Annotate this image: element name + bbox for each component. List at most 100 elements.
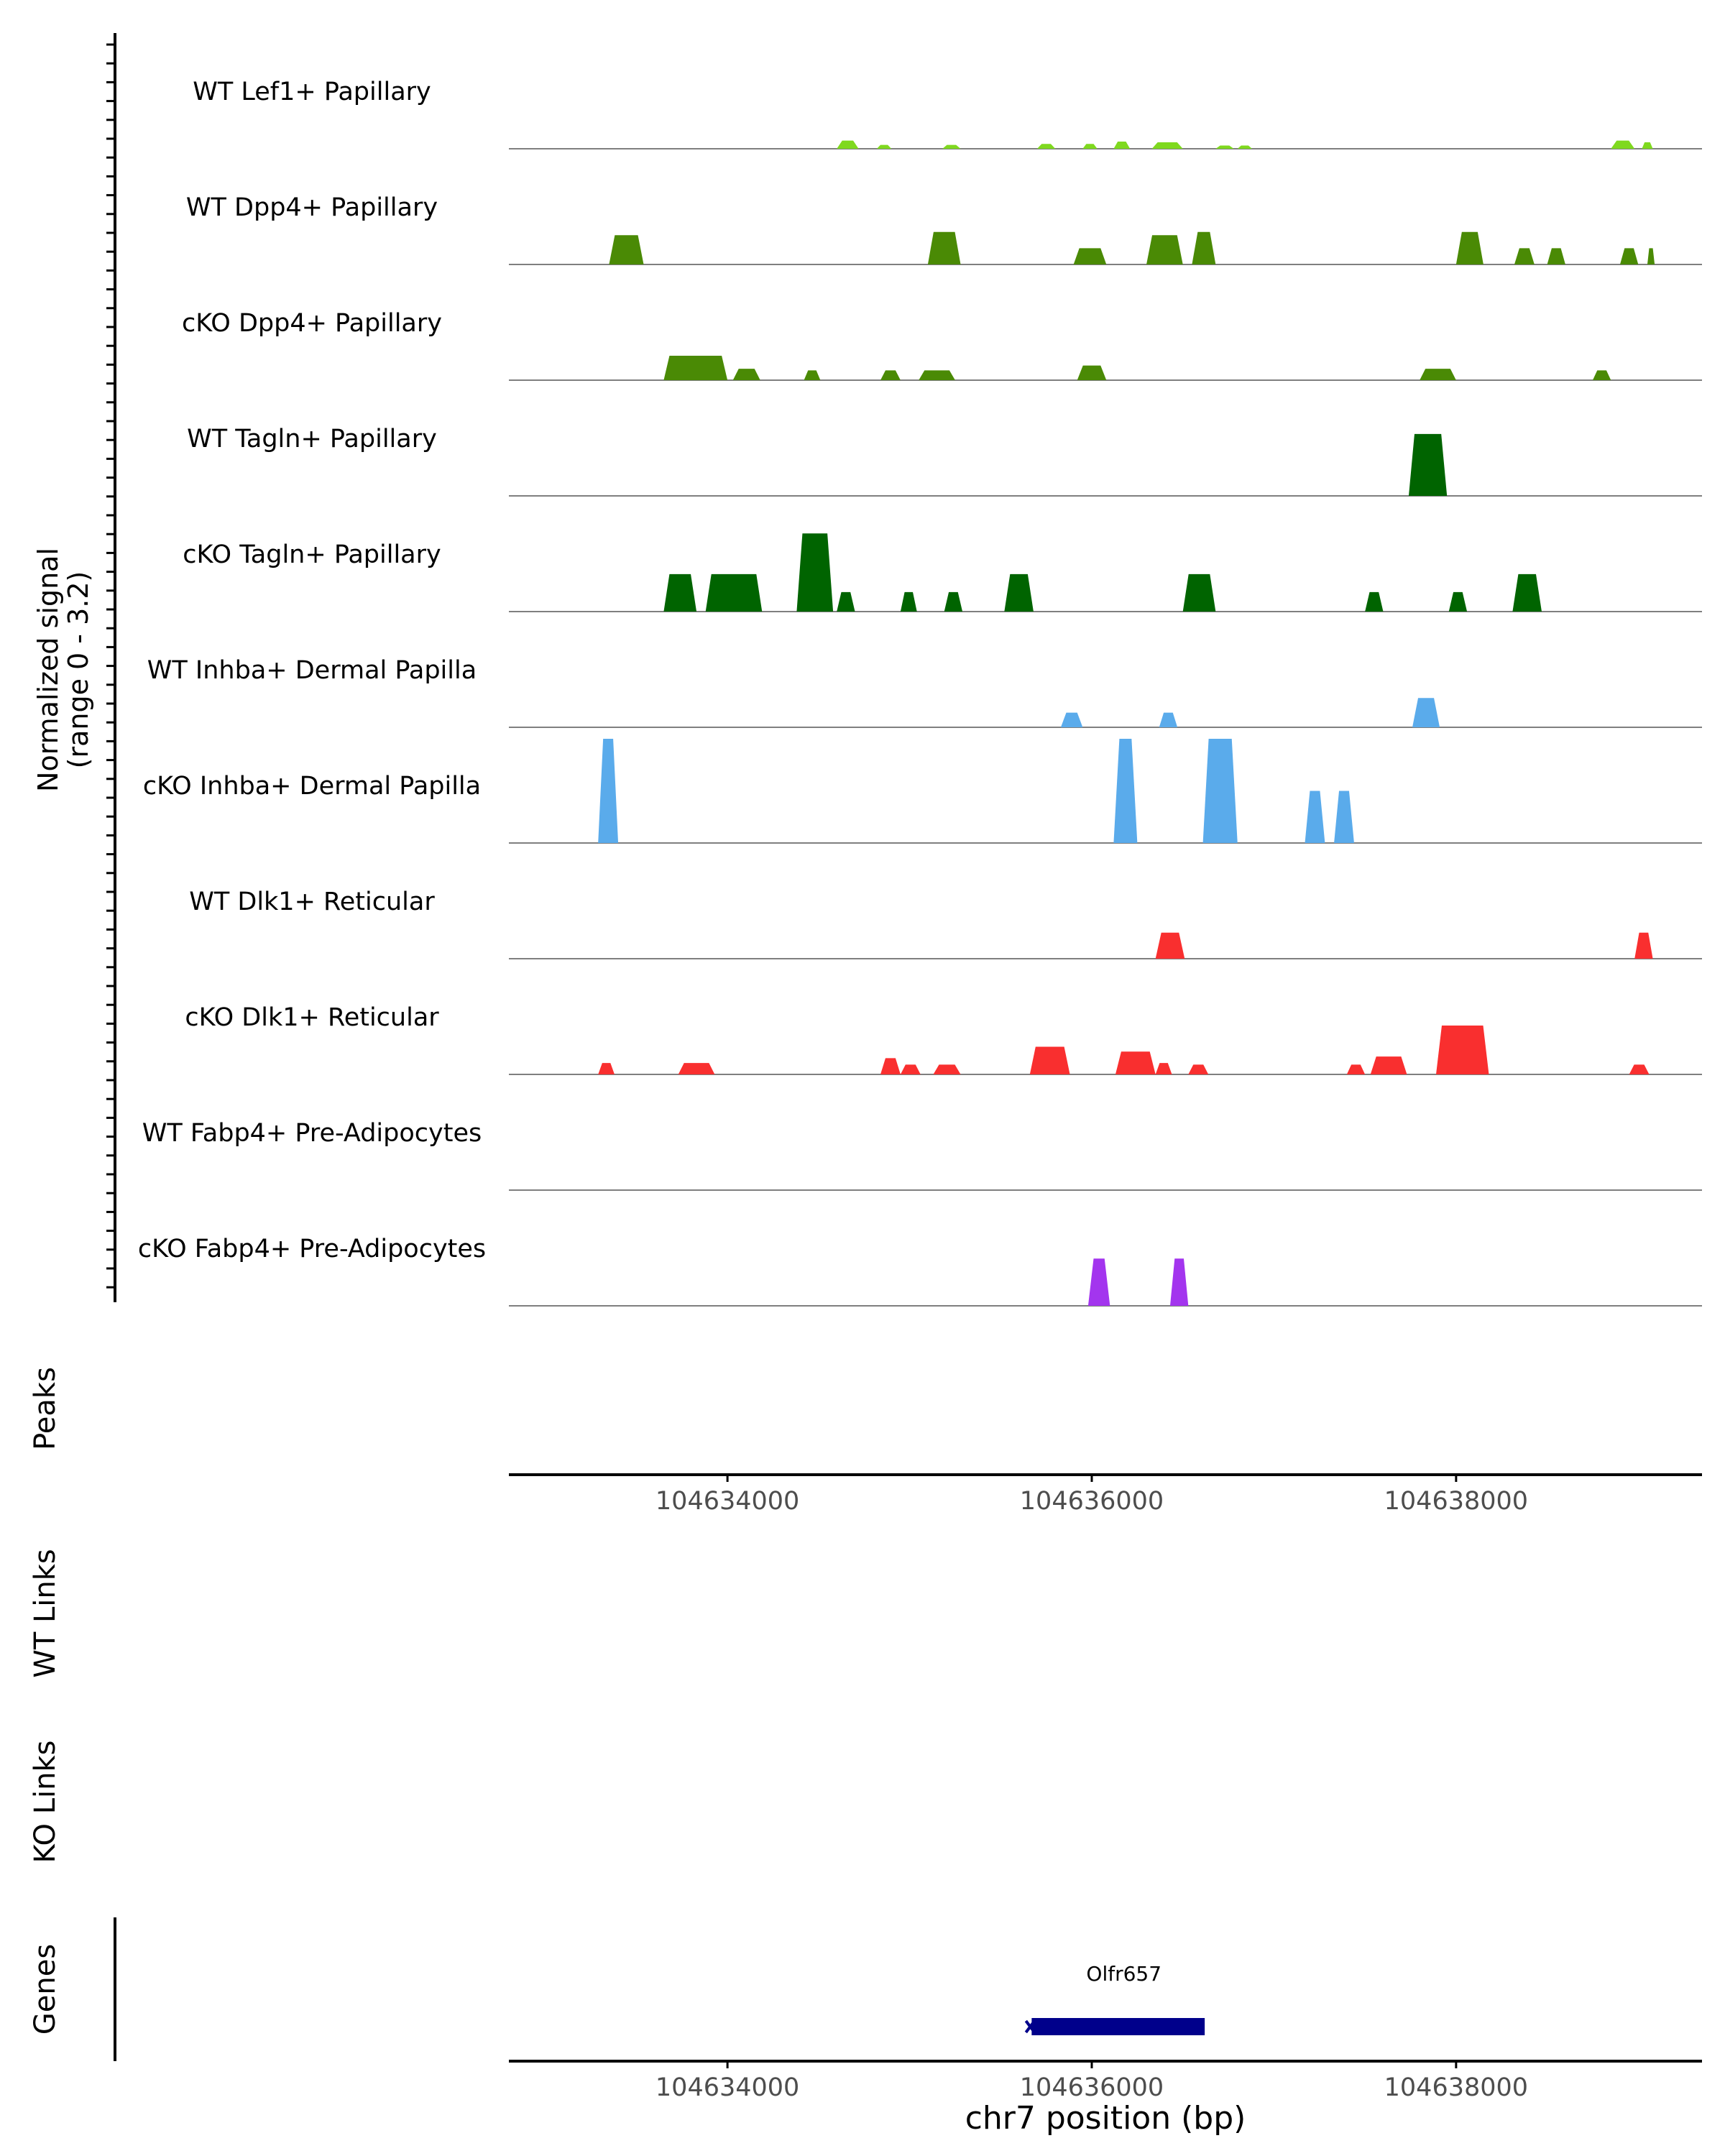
- coverage-peak: [1188, 1064, 1209, 1074]
- track-label: WT Tagln+ Papillary: [187, 425, 437, 453]
- track-label: WT Lef1+ Papillary: [193, 78, 431, 106]
- coverage-peak: [1087, 1258, 1110, 1306]
- coverage-peak: [1237, 145, 1253, 149]
- track-label: WT Dpp4+ Papillary: [186, 193, 438, 222]
- coverage-peak: [837, 591, 855, 612]
- coverage-peak: [1634, 932, 1653, 959]
- coverage-peak: [1619, 248, 1639, 264]
- coverage-peak: [1182, 573, 1216, 612]
- coverage-peak: [1346, 1064, 1366, 1074]
- x-tick-label: 104636000: [1020, 1487, 1164, 1516]
- track-label: cKO Fabp4+ Pre-Adipocytes: [138, 1235, 486, 1263]
- coverage-peak: [1547, 248, 1565, 264]
- track-label: cKO Tagln+ Papillary: [183, 540, 441, 569]
- coverage-peak: [1412, 698, 1440, 727]
- track: cKO Fabp4+ Pre-Adipocytes: [138, 1235, 1702, 1307]
- coverage-peak: [1514, 248, 1535, 264]
- x-tick-label: 104638000: [1384, 2073, 1528, 2102]
- track: cKO Dpp4+ Papillary: [182, 309, 1702, 381]
- coverage-peak: [1365, 591, 1384, 612]
- coverage-peak: [1408, 433, 1448, 496]
- coverage-tracks: WT Lef1+ Papillary WT Dpp4+ Papillary cKO …: [138, 78, 1702, 1307]
- x-tick-label: 104636000: [1020, 2073, 1164, 2102]
- coverage-peak: [705, 573, 763, 612]
- gene-track: Olfr657: [1024, 1962, 1205, 2035]
- coverage-peak: [598, 739, 619, 843]
- coverage-peak: [942, 144, 961, 149]
- coverage-peak: [1155, 932, 1185, 959]
- coverage-peak: [900, 591, 917, 612]
- coverage-peak: [1455, 231, 1484, 264]
- track: WT Fabp4+ Pre-Adipocytes: [142, 1119, 1702, 1191]
- coverage-peak: [609, 235, 644, 264]
- coverage-peak: [1435, 1026, 1489, 1074]
- coverage-peak: [1305, 791, 1325, 843]
- coverage-peak: [1036, 144, 1056, 149]
- track: WT Lef1+ Papillary: [193, 78, 1702, 149]
- x-tick-label: 104634000: [656, 2073, 799, 2102]
- ko-links-label: KO Links: [29, 1741, 62, 1864]
- gene-strand-marker: [1024, 2019, 1036, 2034]
- gene-body: [1031, 2018, 1205, 2035]
- gene-name-label: Olfr657: [1086, 1962, 1162, 1986]
- wt-links-label: WT Links: [29, 1549, 62, 1677]
- coverage-peak: [663, 356, 728, 380]
- track-label: WT Fabp4+ Pre-Adipocytes: [142, 1119, 482, 1148]
- coverage-peak: [1629, 1064, 1650, 1074]
- coverage-peak: [1512, 573, 1542, 612]
- x-axis-title: chr7 position (bp): [965, 2100, 1246, 2137]
- coverage-peak: [1113, 739, 1138, 843]
- coverage-peak: [1647, 248, 1655, 264]
- track: WT Dlk1+ Reticular: [189, 888, 1702, 959]
- coverage-peak: [919, 370, 955, 380]
- coverage-peak: [1029, 1046, 1070, 1074]
- track: cKO Dlk1+ Reticular: [185, 1003, 1702, 1075]
- coverage-peak: [944, 591, 963, 612]
- track-label: cKO Dlk1+ Reticular: [185, 1003, 439, 1032]
- coverage-peak: [1169, 1258, 1189, 1306]
- coverage-peak: [1611, 140, 1635, 149]
- coverage-peak: [1077, 365, 1107, 380]
- coverage-peak: [880, 1058, 901, 1074]
- coverage-peak: [1420, 369, 1456, 380]
- coverage-peak: [1370, 1056, 1407, 1074]
- track: WT Dpp4+ Papillary: [186, 193, 1702, 265]
- coverage-peak: [804, 370, 821, 380]
- coverage-peak: [796, 533, 834, 612]
- coverage-peak: [933, 1064, 961, 1074]
- coverage-peak: [1060, 712, 1083, 727]
- coverage-peak: [876, 144, 892, 149]
- coverage-peak: [678, 1063, 715, 1074]
- track-label: cKO Dpp4+ Papillary: [182, 309, 442, 338]
- x-tick-label: 104634000: [656, 1487, 799, 1516]
- coverage-peak: [1146, 235, 1183, 264]
- coverage-peak: [900, 1064, 921, 1074]
- x-tick-label: 104638000: [1384, 1487, 1528, 1516]
- coverage-peak: [1159, 712, 1178, 727]
- coverage-peak: [1155, 1063, 1172, 1074]
- coverage-peak: [732, 369, 760, 380]
- genes-label: Genes: [29, 1944, 62, 2035]
- coverage-peak: [1073, 248, 1107, 264]
- coverage-peak: [1202, 739, 1238, 843]
- track-label: WT Dlk1+ Reticular: [189, 888, 435, 916]
- coverage-peak: [663, 573, 697, 612]
- coverage-peak: [1592, 370, 1611, 380]
- coverage-ylabel-line1: Normalized signal: [32, 548, 64, 792]
- coverage-peak: [1082, 144, 1098, 149]
- x-axis-top-ticks: 104634000 104636000 104638000: [656, 1475, 1528, 1516]
- coverage-y-ticks: [106, 43, 115, 1289]
- coverage-peak: [1151, 142, 1183, 149]
- track: cKO Tagln+ Papillary: [183, 533, 1702, 612]
- coverage-peak: [1115, 1051, 1156, 1074]
- track-label: WT Inhba+ Dermal Papilla: [147, 656, 477, 685]
- coverage-peak: [1004, 573, 1034, 612]
- coverage-peak: [598, 1063, 615, 1074]
- track-label: cKO Inhba+ Dermal Papilla: [143, 772, 481, 801]
- coverage-peak: [927, 231, 961, 264]
- coverage-peak: [1448, 591, 1468, 612]
- coverage-peak: [837, 140, 859, 149]
- peaks-label: Peaks: [29, 1367, 62, 1450]
- coverage-peak: [1642, 142, 1653, 149]
- coverage-ylabel-line2: (range 0 - 3.2): [63, 571, 94, 769]
